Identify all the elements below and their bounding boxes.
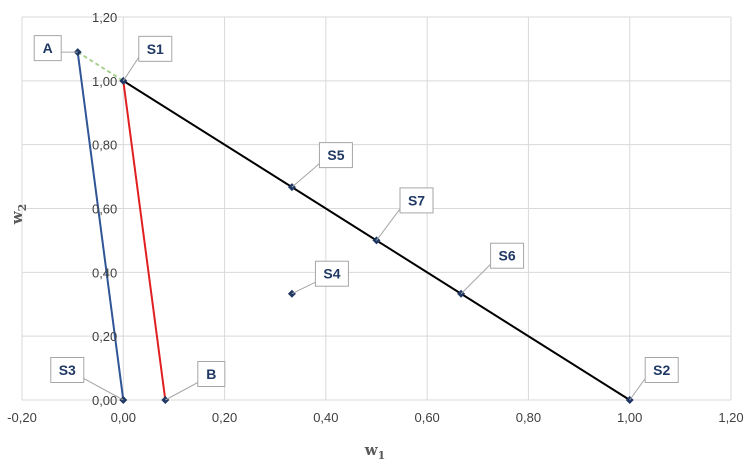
callout-leader (291, 163, 320, 188)
y-tick-label: 1,20 (92, 10, 117, 25)
callout-box (490, 242, 525, 269)
x-tick-label: 1,00 (617, 410, 642, 425)
x-axis-label: w1 (364, 441, 386, 460)
callout-leader (83, 378, 124, 401)
callout-s3: S3 (50, 357, 124, 401)
callout-leader (376, 208, 401, 241)
callout-box (33, 35, 62, 62)
line-a-s3 (76, 51, 125, 401)
callout-box (138, 35, 173, 62)
y-tick-label: 0,80 (92, 138, 117, 153)
callout-label: S5 (327, 147, 344, 163)
callout-s2: S2 (629, 357, 679, 401)
callout-s7: S7 (376, 187, 434, 241)
grid (21, 16, 732, 401)
callout-leader (291, 281, 316, 295)
callout-box (399, 187, 434, 214)
callout-label: S6 (499, 248, 516, 264)
y-tick-label: 0,40 (92, 265, 117, 280)
callout-label: A (43, 40, 53, 56)
callout-box (50, 357, 85, 383)
line-a-s1 (77, 51, 124, 82)
callout-s5: S5 (291, 142, 353, 188)
callout-label: S3 (59, 362, 76, 378)
y-tick-label: 1,00 (92, 74, 117, 89)
x-tick-label: 0,20 (212, 410, 237, 425)
x-tick-label: 1,20 (718, 410, 743, 425)
callout-leader (165, 382, 199, 401)
callout-a: A (33, 35, 78, 62)
callout-box (644, 357, 679, 383)
x-tick-label: 0,00 (111, 410, 136, 425)
callout-leader (629, 378, 646, 401)
callout-label: S4 (323, 266, 340, 282)
callout-label: S2 (653, 362, 670, 378)
x-tick-label: -0,20 (7, 410, 37, 425)
callout-s1: S1 (122, 35, 173, 82)
callout-s4: S4 (291, 260, 349, 295)
y-tick-label: 0,60 (92, 202, 117, 217)
callout-label: S1 (147, 41, 164, 57)
callout-leader (122, 57, 140, 82)
callout-leader (460, 263, 491, 295)
callout-box (197, 361, 226, 387)
series-lines (76, 51, 631, 401)
line-s1-b (122, 80, 167, 401)
callout-b: B (165, 361, 226, 401)
callout-label: S7 (408, 192, 425, 208)
callout-label: B (206, 366, 216, 382)
tick-labels: -0,20 0,00 0,20 0,40 0,60 0,80 1,00 1,20 0,00 0,2… (7, 10, 743, 425)
callout-box (318, 142, 353, 169)
y-axis-label: w2 (8, 204, 29, 226)
x-tick-label: 0,40 (313, 410, 338, 425)
y-tick-label: 0,00 (92, 393, 117, 408)
point-callouts: A S1 S5 S7 S6 S4 S3 B S2 (33, 35, 679, 401)
callout-s6: S6 (460, 242, 525, 295)
x-tick-label: 0,80 (516, 410, 541, 425)
callout-box (314, 260, 349, 287)
x-tick-label: 0,60 (414, 410, 439, 425)
y-tick-label: 0,20 (92, 329, 117, 344)
